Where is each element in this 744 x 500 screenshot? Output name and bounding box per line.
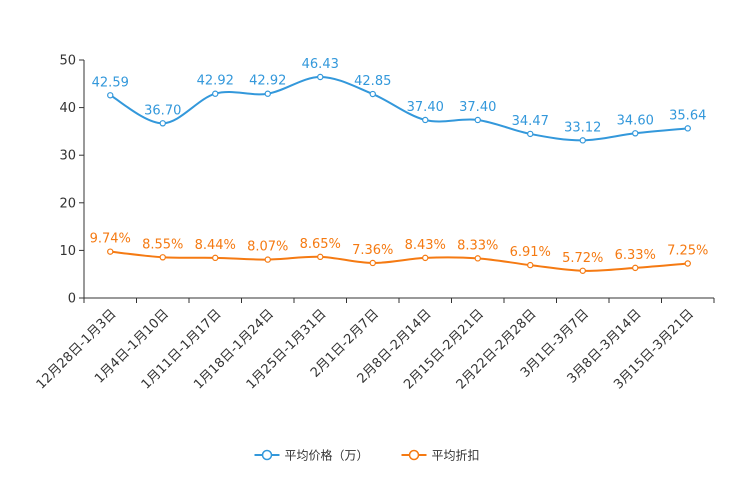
series-1-line <box>109 75 688 142</box>
series-2-point[interactable] <box>107 248 114 255</box>
series-2-data-label: 8.33% <box>457 238 498 253</box>
y-tick-label: 40 <box>59 101 76 116</box>
y-tick-label: 50 <box>59 54 76 69</box>
series-2-point[interactable] <box>684 260 691 267</box>
series-2-point[interactable] <box>579 267 586 274</box>
series-2-point[interactable] <box>159 254 166 261</box>
series-2-data-label: 9.74% <box>90 232 131 247</box>
legend-label: 平均价格（万） <box>285 448 369 463</box>
series-2-data-label: 8.65% <box>300 237 341 252</box>
series-1-point[interactable] <box>474 116 481 124</box>
series-1-data-label: 34.47 <box>512 114 549 129</box>
series-2-data-label: 5.72% <box>562 251 603 266</box>
series-1-data-label: 36.70 <box>144 103 181 118</box>
series-1-data-label: 46.43 <box>302 57 339 72</box>
series-1-data-label: 42.85 <box>354 74 391 89</box>
series-2-data-label: 7.25% <box>667 243 708 258</box>
series-1-point[interactable] <box>159 120 166 127</box>
series-1-point[interactable] <box>212 90 219 97</box>
series-1-point[interactable] <box>107 92 114 99</box>
series-2-point[interactable] <box>264 256 271 263</box>
legend-item-2[interactable]: 平均折扣 <box>401 448 480 463</box>
series-1-data-label: 34.60 <box>617 113 654 128</box>
series-2-data-label: 6.33% <box>615 248 656 263</box>
axes-layer: 0102030405012月28日-1月3日1月4日-1月10日1月11日-1月… <box>34 54 715 392</box>
legend[interactable]: 平均价格（万） 平均折扣 <box>254 448 480 463</box>
series-1-data-label: 42.92 <box>197 74 234 89</box>
series-2-point[interactable] <box>212 254 219 262</box>
series-2-data-label: 6.91% <box>510 245 551 260</box>
series-2-point[interactable] <box>422 254 429 262</box>
y-tick-label: 10 <box>59 244 76 259</box>
series-1-point[interactable] <box>264 90 271 97</box>
labels-layer: 42.59 36.70 42.92 42.92 46.43 42.85 37.40 37.40… <box>90 57 709 266</box>
legend-marker-icon <box>261 449 273 461</box>
series-1-data-label: 37.40 <box>459 100 496 115</box>
series-2-data-label: 7.36% <box>352 243 393 258</box>
series-2-point[interactable] <box>474 255 481 262</box>
series-1-point[interactable] <box>369 90 376 98</box>
series-1-data-label: 33.12 <box>564 120 601 135</box>
series-2-point[interactable] <box>317 253 324 261</box>
series-layer <box>107 73 691 274</box>
y-tick-label: 30 <box>59 149 76 164</box>
legend-marker-icon <box>408 449 420 461</box>
series-2-data-label: 8.44% <box>195 238 236 253</box>
series-2-point[interactable] <box>527 261 534 269</box>
series-1-data-label: 35.64 <box>669 108 706 123</box>
series-1-point[interactable] <box>684 125 691 132</box>
legend-label: 平均折扣 <box>432 448 480 463</box>
series-1-point[interactable] <box>422 116 429 124</box>
series-1-data-label: 42.59 <box>92 75 129 90</box>
y-tick-label: 20 <box>59 196 76 211</box>
y-tick-label: 0 <box>68 292 76 307</box>
legend-item-1[interactable]: 平均价格（万） <box>254 448 369 463</box>
series-2-data-label: 8.55% <box>142 237 183 252</box>
series-2-line <box>110 250 688 272</box>
series-1-data-label: 37.40 <box>407 100 444 115</box>
series-1-point[interactable] <box>579 137 586 144</box>
series-1-point[interactable] <box>527 130 534 138</box>
series-2-data-label: 8.07% <box>247 240 288 255</box>
series-1-point[interactable] <box>317 73 324 81</box>
series-1-data-label: 42.92 <box>249 74 286 89</box>
series-2-data-label: 8.43% <box>405 238 446 253</box>
series-1-point[interactable] <box>632 130 639 137</box>
series-2-point[interactable] <box>369 259 376 267</box>
series-2-point[interactable] <box>632 264 639 272</box>
